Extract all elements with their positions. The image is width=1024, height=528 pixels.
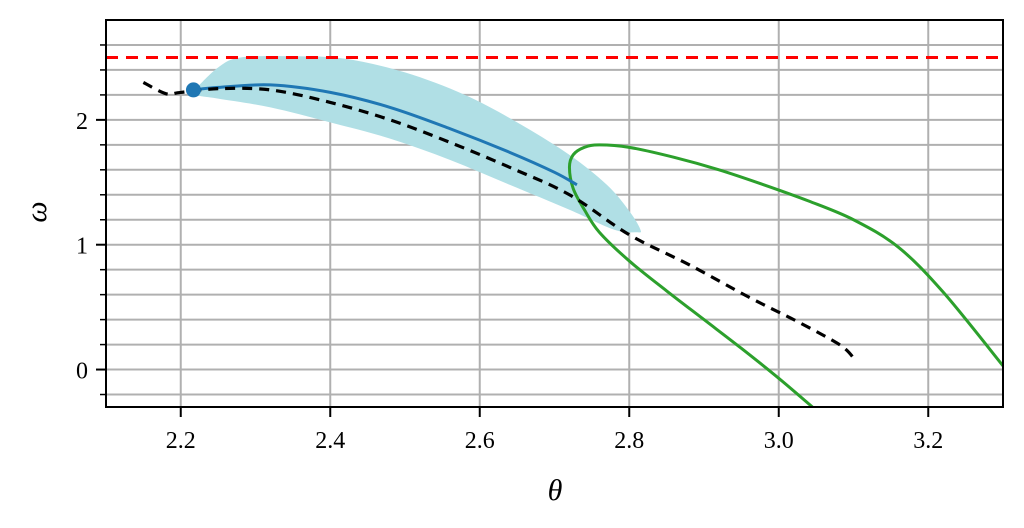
x-tick-label: 3.0	[764, 428, 794, 454]
boundary-curve	[567, 143, 1003, 407]
axes-frame	[105, 19, 1004, 408]
tick-labels: 2.2 2.4 2.6 2.8 3.0 3.2 0 1 2	[76, 109, 943, 454]
y-tick-label: 0	[76, 359, 88, 385]
start-point-marker	[185, 82, 201, 98]
uncertainty-band	[194, 56, 642, 233]
x-tick-label: 2.8	[614, 428, 644, 454]
y-axis-label: ω	[20, 201, 53, 222]
y-tick-label: 1	[76, 234, 88, 260]
y-tick-label: 2	[76, 109, 88, 135]
plot-area	[106, 55, 1003, 407]
x-tick-label: 2.4	[315, 428, 345, 454]
x-axis-label: θ	[548, 474, 563, 507]
x-tick-label: 2.6	[465, 428, 495, 454]
reference-dashed-curve	[142, 80, 857, 362]
mean-trajectory	[193, 83, 578, 187]
x-tick-label: 3.2	[913, 428, 943, 454]
axis-ticks	[96, 44, 930, 417]
x-tick-label: 2.2	[166, 428, 196, 454]
